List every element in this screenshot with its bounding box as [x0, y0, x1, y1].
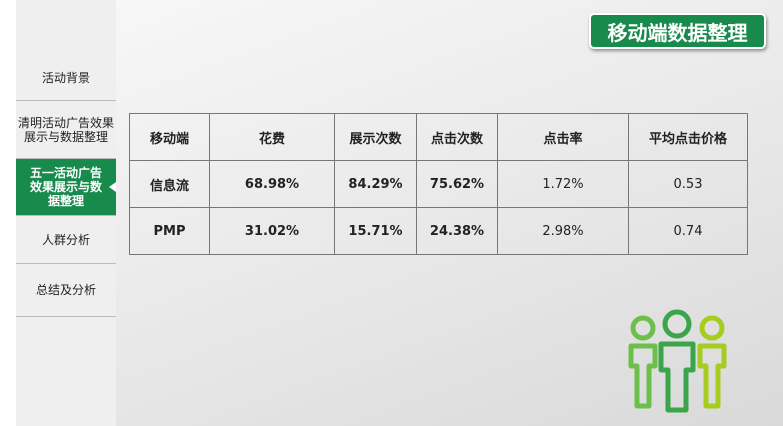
- sidebar-item-mayday[interactable]: 五一活动广告效果展示与数据整理: [16, 159, 116, 216]
- cell: 24.38%: [416, 207, 498, 255]
- sidebar: 活动背景 清明活动广告效果展示与数据整理 五一活动广告效果展示与数据整理 人群分…: [16, 0, 116, 426]
- header-cell: 展示次数: [334, 113, 417, 161]
- header-cell: 平均点击价格: [628, 113, 748, 161]
- cell: 31.02%: [209, 207, 335, 255]
- sidebar-item-label: 总结及分析: [35, 283, 96, 297]
- sidebar-item-label: 五一活动广告效果展示与数据整理: [29, 166, 102, 208]
- table-header-row: 移动端 花费 展示次数 点击次数 点击率 平均点击价格: [129, 113, 748, 161]
- data-table: 移动端 花费 展示次数 点击次数 点击率 平均点击价格 信息流 68.98% 8…: [129, 113, 748, 255]
- cell: 75.62%: [416, 160, 498, 208]
- sidebar-item-label: 清明活动广告效果展示与数据整理: [18, 115, 115, 144]
- sidebar-item-summary[interactable]: 总结及分析: [16, 264, 116, 317]
- header-cell: 点击率: [497, 113, 629, 161]
- sidebar-item-label: 活动背景: [41, 70, 90, 85]
- cell: 1.72%: [497, 160, 629, 208]
- people-group-icon: [628, 309, 727, 413]
- cell: 0.74: [628, 207, 748, 255]
- header-cell: 花费: [209, 113, 335, 161]
- page-title: 移动端数据整理: [589, 13, 766, 49]
- cell: 68.98%: [209, 160, 335, 208]
- sidebar-item-audience[interactable]: 人群分析: [16, 216, 116, 264]
- header-cell: 点击次数: [416, 113, 498, 161]
- table-row: PMP 31.02% 15.71% 24.38% 2.98% 0.74: [129, 207, 748, 255]
- sidebar-item-label: 人群分析: [41, 232, 90, 247]
- cell: 15.71%: [334, 207, 417, 255]
- sidebar-item-background[interactable]: 活动背景: [16, 55, 116, 101]
- cell: PMP: [129, 207, 210, 255]
- sidebar-item-qingming[interactable]: 清明活动广告效果展示与数据整理: [16, 101, 116, 159]
- active-pointer-icon: [109, 182, 116, 192]
- table-row: 信息流 68.98% 84.29% 75.62% 1.72% 0.53: [129, 160, 748, 208]
- header-cell: 移动端: [129, 113, 210, 161]
- cell: 2.98%: [497, 207, 629, 255]
- cell: 84.29%: [334, 160, 417, 208]
- cell: 0.53: [628, 160, 748, 208]
- cell: 信息流: [129, 160, 210, 208]
